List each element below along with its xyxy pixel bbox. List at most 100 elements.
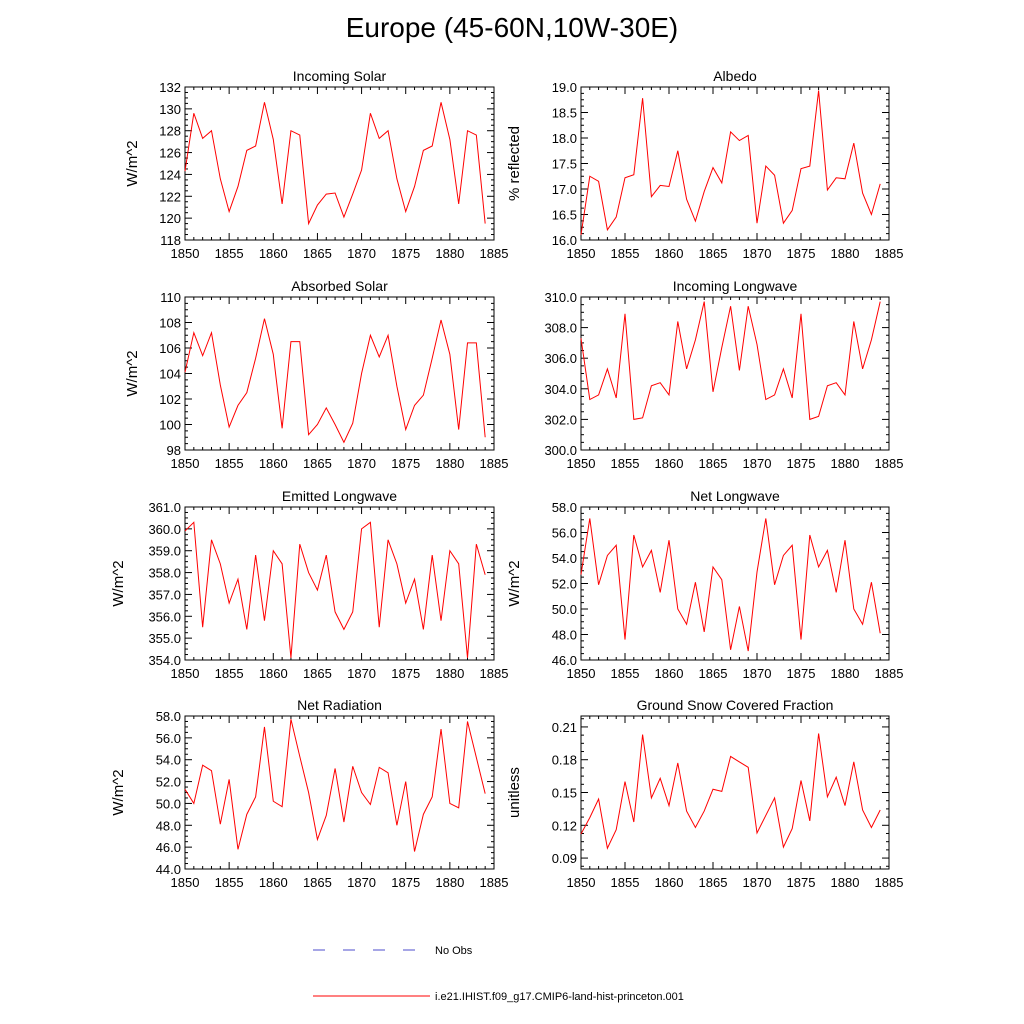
y-tick-label: 106: [159, 341, 181, 356]
series-line-model: [184, 318, 486, 444]
y-tick-label: 356.0: [148, 609, 181, 624]
x-tick-label: 1875: [391, 246, 420, 261]
x-tick-label: 1865: [303, 246, 332, 261]
y-tick-label: 56.0: [552, 526, 577, 541]
y-tick-label: 58.0: [552, 500, 577, 515]
legend-obs-label: No Obs: [435, 945, 473, 957]
y-tick-label: 354.0: [148, 653, 181, 668]
series-line-model: [580, 518, 881, 652]
legend-model-label: i.e21.IHIST.f09_g17.CMIP6-land-hist-prin…: [435, 991, 684, 1003]
x-tick-label: 1885: [480, 456, 509, 471]
x-tick-label: 1850: [567, 246, 596, 261]
plot-frame: [580, 506, 890, 661]
y-tick-label: 46.0: [156, 840, 181, 855]
x-tick-label: 1855: [215, 456, 244, 471]
y-axis-label: W/m^2: [506, 560, 523, 606]
x-tick-label: 1865: [699, 246, 728, 261]
x-tick-label: 1865: [303, 666, 332, 681]
x-tick-label: 1865: [303, 875, 332, 890]
x-tick-label: 1860: [259, 456, 288, 471]
x-tick-label: 1875: [787, 875, 816, 890]
y-tick-label: 118: [160, 233, 181, 248]
x-tick-label: 1865: [699, 875, 728, 890]
x-tick-label: 1880: [831, 666, 860, 681]
chart-panel: 1850 1855 1860 1865 1870 1875 1880 1885 0.09 0.12…: [506, 697, 903, 890]
y-tick-label: 0.15: [552, 786, 577, 801]
x-tick-label: 1870: [743, 875, 772, 890]
x-tick-label: 1870: [347, 246, 376, 261]
x-tick-label: 1860: [655, 246, 684, 261]
x-tick-label: 1850: [567, 666, 596, 681]
y-axis-label: W/m^2: [124, 140, 141, 186]
chart-panel: 1850 1855 1860 1865 1870 1875 1880 1885 16.0 16.5…: [506, 68, 903, 261]
x-tick-label: 1880: [831, 246, 860, 261]
x-tick-label: 1855: [611, 666, 640, 681]
x-tick-label: 1860: [655, 456, 684, 471]
chart-panel: 1850 1855 1860 1865 1870 1875 1880 1885 98 100 102…: [124, 278, 508, 471]
y-tick-label: 17.0: [552, 182, 577, 197]
series-line-model: [184, 102, 486, 226]
x-tick-label: 1885: [480, 246, 509, 261]
y-tick-label: 355.0: [148, 631, 181, 646]
panel-title: Net Radiation: [297, 697, 382, 713]
y-tick-label: 304.0: [544, 382, 577, 397]
page-title: Europe (45-60N,10W-30E): [345, 12, 679, 43]
plot-frame: [184, 296, 495, 451]
x-tick-label: 1860: [655, 875, 684, 890]
x-tick-label: 1875: [391, 456, 420, 471]
x-tick-label: 1875: [787, 456, 816, 471]
x-tick-label: 1880: [435, 456, 464, 471]
y-tick-label: 19.0: [552, 80, 577, 95]
x-tick-label: 1860: [259, 875, 288, 890]
y-tick-label: 0.18: [552, 753, 577, 768]
y-tick-label: 44.0: [156, 862, 181, 877]
y-tick-label: 110: [160, 290, 181, 305]
y-axis-label: W/m^2: [110, 769, 127, 815]
x-tick-label: 1885: [875, 666, 904, 681]
x-tick-label: 1870: [347, 875, 376, 890]
x-tick-label: 1885: [875, 875, 904, 890]
y-tick-label: 50.0: [156, 796, 181, 811]
y-tick-label: 302.0: [544, 412, 577, 427]
x-tick-label: 1870: [347, 666, 376, 681]
plot-frame: [184, 86, 495, 241]
x-tick-label: 1855: [611, 456, 640, 471]
y-tick-label: 359.0: [148, 544, 181, 559]
legend: No Obs i.e21.IHIST.f09_g17.CMIP6-land-hi…: [313, 945, 684, 1003]
y-tick-label: 16.0: [552, 233, 577, 248]
y-tick-label: 122: [159, 189, 181, 204]
x-tick-label: 1880: [831, 456, 860, 471]
panel-title: Incoming Solar: [293, 68, 387, 84]
y-tick-label: 130: [159, 102, 181, 117]
x-tick-label: 1850: [567, 456, 596, 471]
x-tick-label: 1850: [171, 246, 200, 261]
y-tick-label: 0.09: [552, 851, 577, 866]
x-tick-label: 1880: [435, 875, 464, 890]
x-tick-label: 1880: [831, 875, 860, 890]
y-tick-label: 17.5: [552, 157, 577, 172]
x-tick-label: 1870: [347, 456, 376, 471]
x-tick-label: 1870: [743, 456, 772, 471]
series-line-model: [580, 733, 881, 850]
x-tick-label: 1855: [611, 246, 640, 261]
y-axis-label: unitless: [506, 767, 523, 818]
x-tick-label: 1860: [655, 666, 684, 681]
y-tick-label: 58.0: [156, 709, 181, 724]
y-tick-label: 310.0: [544, 290, 577, 305]
x-tick-label: 1855: [611, 875, 640, 890]
y-tick-label: 48.0: [156, 818, 181, 833]
y-tick-label: 102: [159, 392, 181, 407]
x-tick-label: 1855: [215, 875, 244, 890]
chart-panel: 1850 1855 1860 1865 1870 1875 1880 1885 354.0 355…: [110, 488, 508, 681]
x-tick-label: 1880: [435, 666, 464, 681]
y-tick-label: 56.0: [156, 731, 181, 746]
panel-title: Absorbed Solar: [291, 278, 388, 294]
y-tick-label: 48.0: [552, 628, 577, 643]
y-tick-label: 18.0: [552, 131, 577, 146]
y-tick-label: 132: [159, 80, 181, 95]
y-tick-label: 0.12: [552, 818, 577, 833]
x-tick-label: 1875: [391, 666, 420, 681]
panel-title: Emitted Longwave: [282, 488, 397, 504]
x-tick-label: 1875: [391, 875, 420, 890]
